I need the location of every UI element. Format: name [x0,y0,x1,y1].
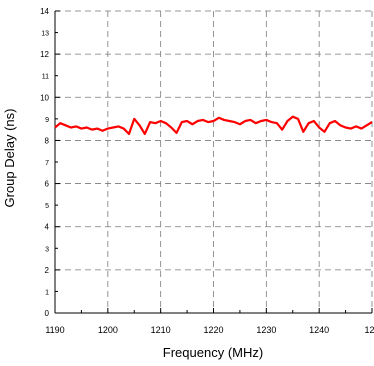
grid [55,10,373,313]
y-tick-label: 10 [40,93,49,102]
y-tick-label: 3 [45,246,49,253]
x-tick-label: 125 [364,325,374,335]
x-tick-label: 1230 [256,325,276,335]
y-tick-label: 8 [45,136,50,145]
x-tick-label: 1190 [45,325,64,335]
y-tick-label: 6 [45,180,50,189]
y-tick-label: 7 [45,160,49,167]
x-tick-label: 1220 [203,325,223,335]
y-tick-label: 13 [41,31,49,38]
y-tick-label: 1 [45,289,49,296]
y-tick-label: 4 [45,223,50,232]
y-tick-label: 0 [45,309,50,318]
y-tick-label: 2 [45,266,50,275]
x-tick-label: 1200 [98,325,118,335]
group-delay-line [54,115,373,136]
y-tick-label: 12 [40,50,49,59]
y-tick-label: 11 [42,74,49,81]
x-tick-label: 1240 [309,325,329,335]
x-axis-title: Frequency (MHz) [163,345,263,360]
x-tick-label: 1210 [151,325,171,335]
y-axis-title: Group Delay (ns) [2,109,17,208]
y-tick-label: 9 [45,117,49,124]
y-tick-label: 5 [45,203,49,210]
series [54,115,373,136]
y-tick-label: 14 [40,7,49,16]
